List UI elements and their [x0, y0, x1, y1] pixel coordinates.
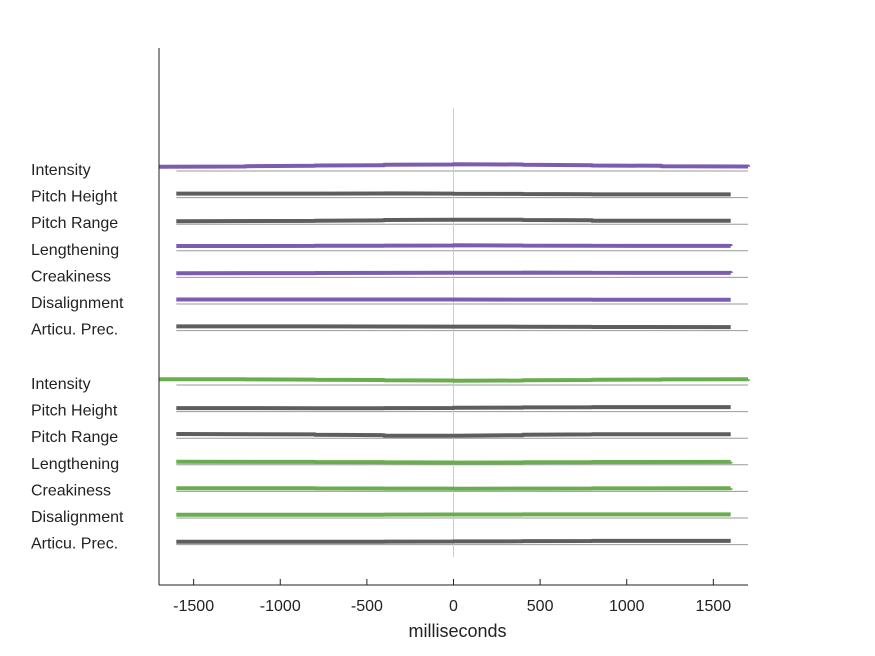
series-line-intensity: [158, 162, 750, 169]
x-tick-label: 0: [449, 598, 458, 615]
row-label: Lengthening: [31, 242, 119, 259]
row-label: Lengthening: [31, 456, 119, 473]
x-tick-label: -1000: [260, 598, 301, 615]
row-label: Intensity: [31, 162, 91, 179]
series-line-lengthening: [176, 243, 733, 248]
row-label: Articu. Prec.: [31, 322, 118, 339]
baselines: [176, 170, 748, 546]
x-tick-label: 500: [527, 598, 554, 615]
row-label: Articu. Prec.: [31, 536, 118, 553]
row-label: Disalignment: [31, 295, 124, 312]
x-tick-label: 1500: [696, 598, 732, 615]
row-label: Pitch Range: [31, 429, 118, 446]
row-label: Pitch Range: [31, 215, 118, 232]
row-labels: Intensity Pitch Height Pitch Range Lengthen…: [31, 162, 124, 553]
series-line-lengthening: [176, 459, 733, 465]
row-label: Pitch Height: [31, 189, 118, 206]
series-line-articu-prec-: [176, 538, 731, 544]
x-tick-label: -1500: [173, 598, 214, 615]
x-axis-title: milliseconds: [408, 621, 506, 641]
axes: -1500 -1000 -500 0 500 1000 1500: [158, 48, 748, 615]
series-line-pitch-height: [176, 405, 731, 411]
series-line-pitch-range: [176, 432, 731, 438]
series-line-creakiness: [176, 270, 733, 276]
series-layer: [158, 162, 750, 544]
series-line-pitch-range: [176, 217, 731, 224]
row-label: Intensity: [31, 376, 91, 393]
row-label: Creakiness: [31, 268, 111, 285]
series-line-pitch-height: [176, 191, 731, 197]
row-label: Disalignment: [31, 509, 124, 526]
series-line-articu-prec-: [176, 324, 731, 330]
row-label: Creakiness: [31, 482, 111, 499]
x-tick-label: 1000: [609, 598, 645, 615]
x-tick-label: -500: [351, 598, 383, 615]
series-line-creakiness: [176, 486, 733, 491]
series-line-intensity: [158, 377, 750, 383]
row-label: Pitch Height: [31, 403, 118, 420]
